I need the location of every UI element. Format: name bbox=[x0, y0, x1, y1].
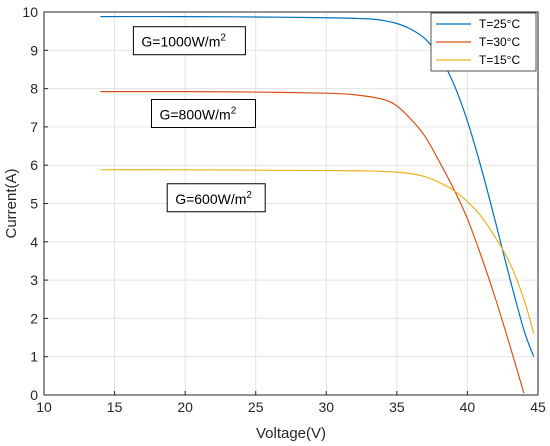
annotation-superscript: 2 bbox=[246, 190, 252, 201]
y-tick-label: 9 bbox=[30, 42, 38, 58]
legend-label-0: T=25°C bbox=[479, 17, 520, 31]
annotation-text: G=800W/m bbox=[159, 106, 230, 122]
series-line-0 bbox=[100, 15, 535, 357]
y-tick-label: 1 bbox=[30, 349, 38, 365]
x-tick-label: 40 bbox=[460, 399, 476, 415]
legend: T=25°C T=30°C T=15°C bbox=[430, 12, 537, 72]
annotation-superscript: 2 bbox=[220, 33, 226, 44]
legend-label-1: T=30°C bbox=[479, 35, 520, 49]
annotation-box bbox=[150, 98, 256, 128]
y-tick-label: 6 bbox=[30, 157, 38, 173]
x-tick-label: 30 bbox=[318, 399, 334, 415]
y-axis-label: Current(A) bbox=[3, 168, 20, 238]
annotation-text: G=1000W/m bbox=[141, 34, 220, 50]
x-tick-label: 35 bbox=[389, 399, 405, 415]
y-tick-label: 0 bbox=[30, 387, 38, 403]
x-tick-label: 25 bbox=[248, 399, 264, 415]
x-tick-label: 10 bbox=[36, 399, 52, 415]
y-tick-label: 8 bbox=[30, 81, 38, 97]
x-tick-label: 15 bbox=[107, 399, 123, 415]
x-tick-label: 20 bbox=[177, 399, 193, 415]
annotation-box bbox=[166, 183, 266, 213]
annotation-label: G=600W/m2 bbox=[175, 190, 252, 207]
legend-label-2: T=15°C bbox=[479, 53, 520, 67]
series-line-2 bbox=[100, 169, 535, 334]
annotation-label: G=1000W/m2 bbox=[141, 33, 226, 50]
annotation-superscript: 2 bbox=[231, 105, 237, 116]
y-tick-label: 4 bbox=[30, 234, 38, 250]
y-tick-label: 3 bbox=[30, 272, 38, 288]
y-tick-label: 2 bbox=[30, 310, 38, 326]
series-line-1 bbox=[100, 91, 525, 394]
annotations: G=1000W/m2G=800W/m2G=600W/m2 bbox=[132, 26, 266, 213]
y-tick-label: 5 bbox=[30, 196, 38, 212]
x-axis-label: Voltage(V) bbox=[256, 425, 326, 442]
annotation-text: G=600W/m bbox=[175, 191, 246, 207]
annotation-box bbox=[132, 26, 246, 56]
series-layer bbox=[100, 15, 535, 394]
x-tick-label: 45 bbox=[530, 399, 546, 415]
y-tick-label: 7 bbox=[30, 119, 38, 135]
y-tick-label: 10 bbox=[22, 4, 38, 20]
annotation-label: G=800W/m2 bbox=[159, 105, 236, 122]
